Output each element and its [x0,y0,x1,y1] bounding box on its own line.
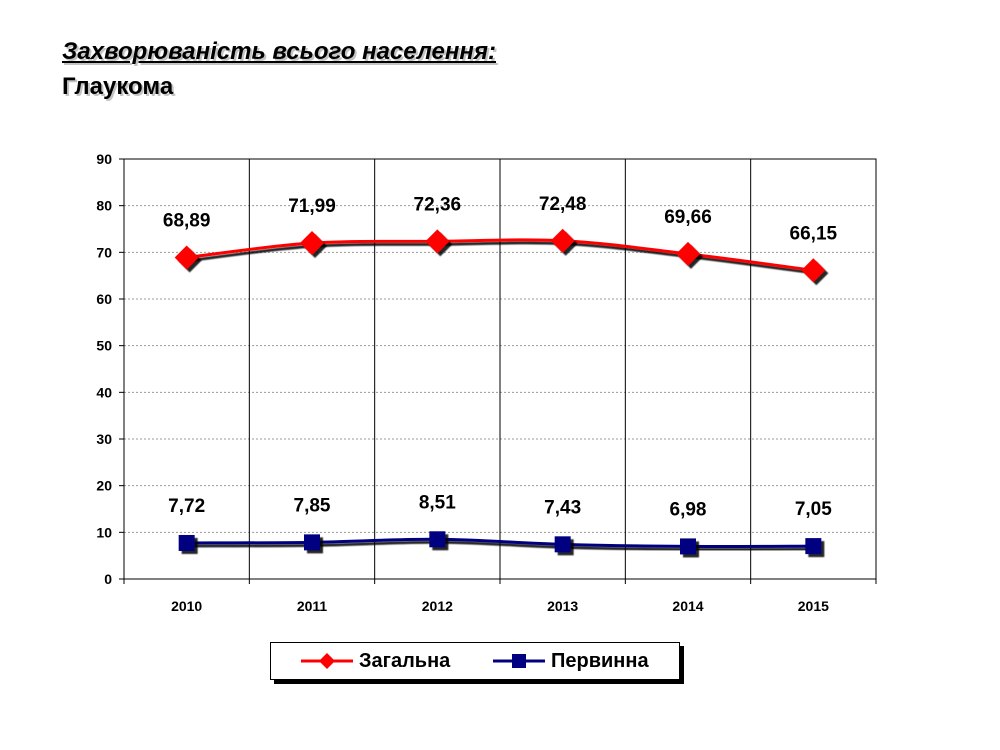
x-tick-label: 2014 [672,598,703,614]
series-line-zagalna [186,238,814,272]
data-label: 6,98 [670,499,707,520]
data-point [550,228,575,253]
data-label: 7,85 [294,495,331,516]
page-subtitle: Глаукома [62,73,174,100]
y-tick-label: 40 [96,384,112,400]
y-tick-label: 30 [96,431,112,447]
data-label: 7,05 [795,499,832,520]
data-point [429,531,446,548]
data-point [680,538,696,555]
y-tick-label: 20 [96,478,112,494]
data-point [304,534,320,551]
data-point [174,245,199,270]
y-tick-label: 70 [96,244,112,260]
x-tick-label: 2010 [171,598,202,614]
data-point [178,534,195,551]
data-label: 71,99 [288,196,336,217]
legend-label: Загальна [359,649,451,672]
y-tick-label: 80 [96,198,112,214]
data-label: 66,15 [790,223,838,244]
legend-square-marker-icon [493,654,545,668]
data-label: 69,66 [664,207,712,228]
data-point [805,538,822,555]
legend-label: Первинна [551,649,649,672]
y-tick-label: 60 [96,291,112,307]
plot-border [123,158,877,580]
y-tick-label: 0 [104,571,112,587]
page-title: Захворюваність всього населення: [62,38,496,65]
legend-item-zagalna: Загальна [301,643,450,679]
data-point [801,258,826,283]
data-label: 72,48 [539,194,587,215]
line-chart: 0 10 20 30 40 50 60 70 80 90 2010 2011 2012 2013 2014… [96,151,877,614]
legend-diamond-marker-icon [301,653,353,669]
x-tick-label: 2013 [547,598,578,614]
data-label: 68,89 [163,211,211,232]
x-tick-label: 2015 [798,598,829,614]
data-label: 72,36 [414,194,462,215]
data-point [554,536,571,553]
data-point [676,241,700,266]
data-point [425,229,450,254]
chart-legend: Загальна Первинна [270,642,680,680]
y-tick-label: 50 [96,338,112,354]
data-label: 7,43 [544,497,581,518]
data-point [300,231,324,256]
data-label: 7,72 [168,496,205,517]
data-label: 8,51 [419,492,456,513]
series-line-pervynna [186,537,814,549]
x-tick-label: 2011 [297,598,328,614]
x-tick-label: 2012 [422,598,453,614]
y-tick-label: 90 [96,151,112,167]
y-tick-label: 10 [96,524,112,540]
legend-item-pervynna: Первинна [493,643,649,679]
